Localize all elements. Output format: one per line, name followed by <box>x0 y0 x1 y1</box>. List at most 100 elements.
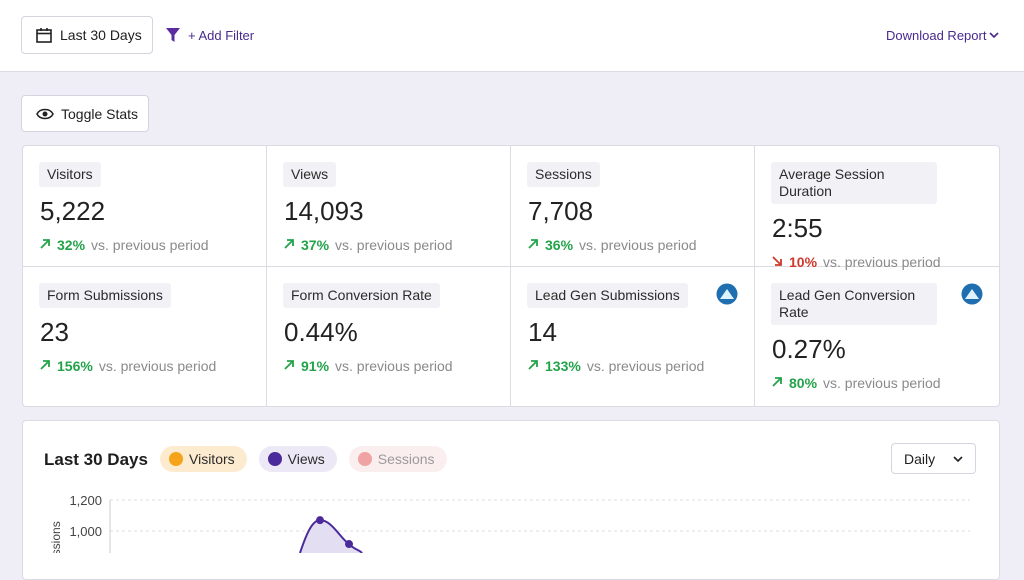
stat-card: Views 14,093 37% vs. previous period <box>267 146 511 267</box>
toggle-stats-button[interactable]: Toggle Stats <box>21 95 149 132</box>
y-tick-label: 1,000 <box>69 524 102 539</box>
stat-change: 36% <box>545 237 574 253</box>
stat-change: 156% <box>57 358 93 374</box>
stat-comparison: vs. previous period <box>579 237 697 253</box>
stat-label: Views <box>283 162 337 187</box>
trend-arrow <box>528 360 538 370</box>
trend-arrow <box>772 256 782 266</box>
arrow <box>528 360 538 370</box>
date-range-button[interactable]: Last 30 Days <box>21 16 153 54</box>
arrow <box>284 239 294 249</box>
trend-arrow <box>40 239 50 249</box>
legend-pill: Views <box>258 446 337 472</box>
stat-comparison: vs. previous period <box>586 358 705 374</box>
add-filter[interactable]: + Add Filter <box>188 28 255 43</box>
integration-icon <box>961 283 983 305</box>
chevron <box>953 455 963 462</box>
stat-value: 23 <box>40 317 69 347</box>
stat-label: Sessions <box>527 162 600 187</box>
stat-comparison: vs. previous period <box>91 237 209 253</box>
stat-value: 7,708 <box>528 196 594 226</box>
stat-change: 80% <box>789 375 818 391</box>
trend-arrow <box>528 239 538 249</box>
legend-pill: Visitors <box>160 446 247 472</box>
y-tick-label: 1,200 <box>69 493 102 508</box>
arrow <box>40 239 50 249</box>
arrow <box>772 377 782 387</box>
stat-card: Lead Gen Conversion Rate 0.27% 80% vs. prev… <box>755 267 999 406</box>
stat-label: Visitors <box>39 162 101 187</box>
legend-label: Sessions <box>377 451 435 467</box>
stat-change-row: 133% vs. previous period <box>527 358 738 374</box>
views-point <box>316 516 324 525</box>
toggle-stats: Toggle Stats <box>61 105 139 122</box>
stat-change-row: 80% vs. previous period <box>771 375 983 391</box>
date-range: Last 30 Days <box>60 27 142 43</box>
stat-comparison: vs. previous period <box>98 358 217 374</box>
stat-change: 10% <box>789 254 818 270</box>
stat-change-row: 32% vs. previous period <box>39 237 250 253</box>
icon-mountain <box>720 289 734 299</box>
arrow <box>772 256 782 266</box>
trend-arrow <box>284 360 294 370</box>
stat-change-row: 36% vs. previous period <box>527 237 738 253</box>
arrow <box>40 360 50 370</box>
legend-label: Visitors <box>189 451 235 467</box>
stat-label: Form Conversion Rate <box>283 283 440 308</box>
stat-change-row: 91% vs. previous period <box>283 358 494 374</box>
stat-label: Average Session Duration <box>771 162 937 204</box>
stat-value: 14,093 <box>284 196 364 226</box>
legend-pill: Sessions <box>348 446 447 472</box>
stat-value: 2:55 <box>772 213 823 243</box>
stat-comparison: vs. previous period <box>823 254 941 270</box>
integration-icon <box>716 283 738 305</box>
eye-icon <box>36 108 54 119</box>
chevron <box>989 32 999 39</box>
chart-plot: 1,000 1,200 Sessions <box>49 493 970 553</box>
stat-comparison: vs. previous period <box>335 358 453 374</box>
stat-change: 32% <box>57 237 86 253</box>
stat-change: 91% <box>301 358 330 374</box>
chart-title: Last 30 Days <box>44 450 148 469</box>
y-axis-label: Sessions <box>49 521 63 553</box>
calendar-icon <box>36 28 52 43</box>
trend-arrow <box>772 377 782 387</box>
legend-dot <box>357 452 372 466</box>
stat-change-row: 37% vs. previous period <box>283 237 494 253</box>
stat-comparison: vs. previous period <box>335 237 453 253</box>
views-line <box>299 519 363 553</box>
arrow <box>284 360 294 370</box>
period-select[interactable]: Daily <box>891 443 976 474</box>
views-point <box>345 540 353 549</box>
stat-card: Form Conversion Rate 0.44% 91% vs. previous… <box>267 267 511 406</box>
stat-value: 0.44% <box>284 317 358 347</box>
stat-value: 5,222 <box>40 196 106 226</box>
arrow <box>528 239 538 249</box>
stats-grid: Visitors 5,222 32% vs. previous period Views… <box>22 145 1000 407</box>
stat-card: Sessions 7,708 36% vs. previous period <box>511 146 755 267</box>
stat-card: Average Session Duration 2:55 10% vs. previ… <box>755 146 999 270</box>
legend-dot <box>169 452 183 466</box>
stat-change-row: 156% vs. previous period <box>39 358 250 374</box>
stat-card: Form Submissions 23 156% vs. previous perio… <box>23 267 267 406</box>
legend: Visitors Views Sessions <box>160 446 447 472</box>
stat-change: 133% <box>545 358 581 374</box>
stat-label: Lead Gen Submissions <box>527 283 688 308</box>
legend-dot <box>267 452 282 466</box>
stat-card: Visitors 5,222 32% vs. previous period <box>23 146 267 267</box>
stat-value: 0.27% <box>772 334 846 364</box>
stat-label: Lead Gen Conversion Rate <box>771 283 937 325</box>
trend-arrow <box>40 360 50 370</box>
icon-mountain <box>965 289 979 299</box>
stat-comparison: vs. previous period <box>823 375 941 391</box>
stat-value: 14 <box>528 317 557 347</box>
stat-card: Lead Gen Submissions 14 133% vs. previous p… <box>511 267 755 406</box>
download-report[interactable]: Download Report <box>886 28 987 43</box>
trend-arrow <box>284 239 294 249</box>
filter-icon <box>166 28 180 42</box>
stat-change: 37% <box>301 237 330 253</box>
period: Daily <box>904 450 936 467</box>
top-bar <box>0 0 1024 72</box>
stat-label: Form Submissions <box>39 283 171 308</box>
